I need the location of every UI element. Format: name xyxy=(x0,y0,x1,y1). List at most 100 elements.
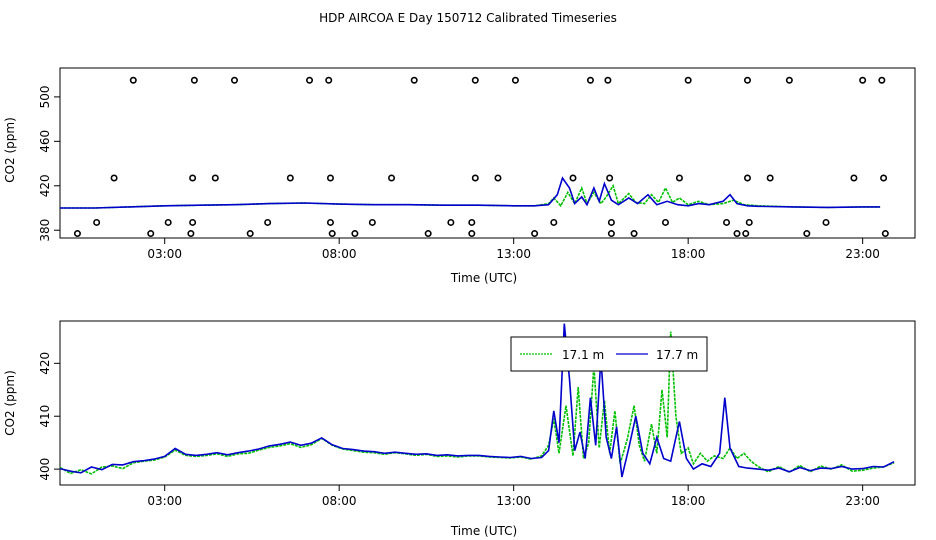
marker-point xyxy=(73,230,81,238)
series-line-blue xyxy=(60,176,881,209)
marker-point xyxy=(110,174,118,182)
legend-label-17.1m: 17.1 m xyxy=(562,348,604,362)
plot-frame-bottom xyxy=(59,320,916,486)
marker-point xyxy=(569,174,577,182)
marker-point xyxy=(93,218,101,226)
marker-point xyxy=(743,76,751,84)
marker-point xyxy=(189,174,197,182)
y-tick-label: 380 xyxy=(38,219,52,242)
legend: 17.1 m 17.7 m xyxy=(510,336,708,372)
marker-point xyxy=(494,174,502,182)
x-tick-label: 03:00 xyxy=(147,247,182,261)
marker-point xyxy=(325,76,333,84)
series-line-17.7m xyxy=(59,323,895,478)
marker-point xyxy=(550,218,558,226)
x-tick-label: 23:00 xyxy=(845,247,880,261)
marker-point xyxy=(785,76,793,84)
marker-point xyxy=(850,174,858,182)
marker-point xyxy=(606,174,614,182)
panel-top: 03:00 08:00 13:00 18:00 23:00 380 420 460 500 T… xyxy=(3,67,916,285)
x-tick-label: 13:00 xyxy=(496,494,531,508)
marker-point xyxy=(766,174,774,182)
marker-point xyxy=(129,76,137,84)
marker-point xyxy=(743,174,751,182)
marker-point xyxy=(471,174,479,182)
marker-point xyxy=(471,76,479,84)
marker-point xyxy=(424,230,432,238)
y-tick-label: 420 xyxy=(38,174,52,197)
marker-point xyxy=(881,230,889,238)
figure-title: HDP AIRCOA E Day 150712 Calibrated Times… xyxy=(319,11,617,25)
panel-bottom: 03:00 08:00 13:00 18:00 23:00 400 410 420 Time… xyxy=(3,320,916,538)
marker-point xyxy=(410,76,418,84)
marker-point xyxy=(326,174,334,182)
series-lines-top xyxy=(60,176,881,209)
marker-point xyxy=(328,230,336,238)
marker-point xyxy=(604,76,612,84)
x-tick-label: 18:00 xyxy=(671,247,706,261)
marker-point xyxy=(675,174,683,182)
series-line-17.1m xyxy=(59,331,895,475)
marker-point xyxy=(351,230,359,238)
marker-point xyxy=(147,230,155,238)
x-tick-label: 13:00 xyxy=(496,247,531,261)
marker-point xyxy=(368,218,376,226)
marker-point xyxy=(742,230,750,238)
x-tick-label: 18:00 xyxy=(671,494,706,508)
marker-point xyxy=(447,218,455,226)
marker-point xyxy=(326,218,334,226)
marker-point xyxy=(286,174,294,182)
y-tick-label: 410 xyxy=(38,405,52,428)
plot-frame-top xyxy=(59,67,916,239)
legend-box xyxy=(510,336,708,372)
y-tick-label: 400 xyxy=(38,458,52,481)
marker-point xyxy=(230,76,238,84)
marker-point xyxy=(733,230,741,238)
marker-point xyxy=(803,230,811,238)
x-axis-top: 03:00 08:00 13:00 18:00 23:00 xyxy=(147,237,880,261)
x-axis-bottom: 03:00 08:00 13:00 18:00 23:00 xyxy=(147,484,880,508)
marker-point xyxy=(607,218,615,226)
marker-point xyxy=(211,174,219,182)
legend-label-17.7m: 17.7 m xyxy=(656,348,698,362)
marker-point xyxy=(531,230,539,238)
marker-point xyxy=(164,218,172,226)
y-axis-bottom: 400 410 420 xyxy=(38,352,61,481)
marker-point xyxy=(586,76,594,84)
y-tick-label: 460 xyxy=(38,130,52,153)
marker-point xyxy=(745,218,753,226)
markers-top xyxy=(73,76,889,238)
series-lines-bottom xyxy=(59,323,895,478)
marker-point xyxy=(246,230,254,238)
marker-point xyxy=(630,230,638,238)
marker-point xyxy=(511,76,519,84)
marker-point xyxy=(190,76,198,84)
marker-point xyxy=(264,218,272,226)
marker-point xyxy=(878,76,886,84)
marker-point xyxy=(468,230,476,238)
marker-point xyxy=(607,230,615,238)
marker-point xyxy=(661,218,669,226)
marker-point xyxy=(189,218,197,226)
x-tick-label: 08:00 xyxy=(322,494,357,508)
marker-point xyxy=(306,76,314,84)
x-tick-label: 08:00 xyxy=(322,247,357,261)
x-axis-label-top: Time (UTC) xyxy=(450,271,517,285)
x-axis-label-bottom: Time (UTC) xyxy=(450,524,517,538)
y-tick-label: 500 xyxy=(38,85,52,108)
y-axis-label-bottom: CO2 (ppm) xyxy=(3,370,17,436)
x-tick-label: 23:00 xyxy=(845,494,880,508)
y-axis-label-top: CO2 (ppm) xyxy=(3,117,17,183)
x-tick-label: 03:00 xyxy=(147,494,182,508)
marker-point xyxy=(822,218,830,226)
marker-point xyxy=(684,76,692,84)
marker-point xyxy=(187,230,195,238)
y-tick-label: 420 xyxy=(38,352,52,375)
marker-point xyxy=(859,76,867,84)
y-axis-top: 380 420 460 500 xyxy=(38,85,61,242)
marker-point xyxy=(388,174,396,182)
marker-point xyxy=(468,218,476,226)
marker-point xyxy=(723,218,731,226)
marker-point xyxy=(880,174,888,182)
